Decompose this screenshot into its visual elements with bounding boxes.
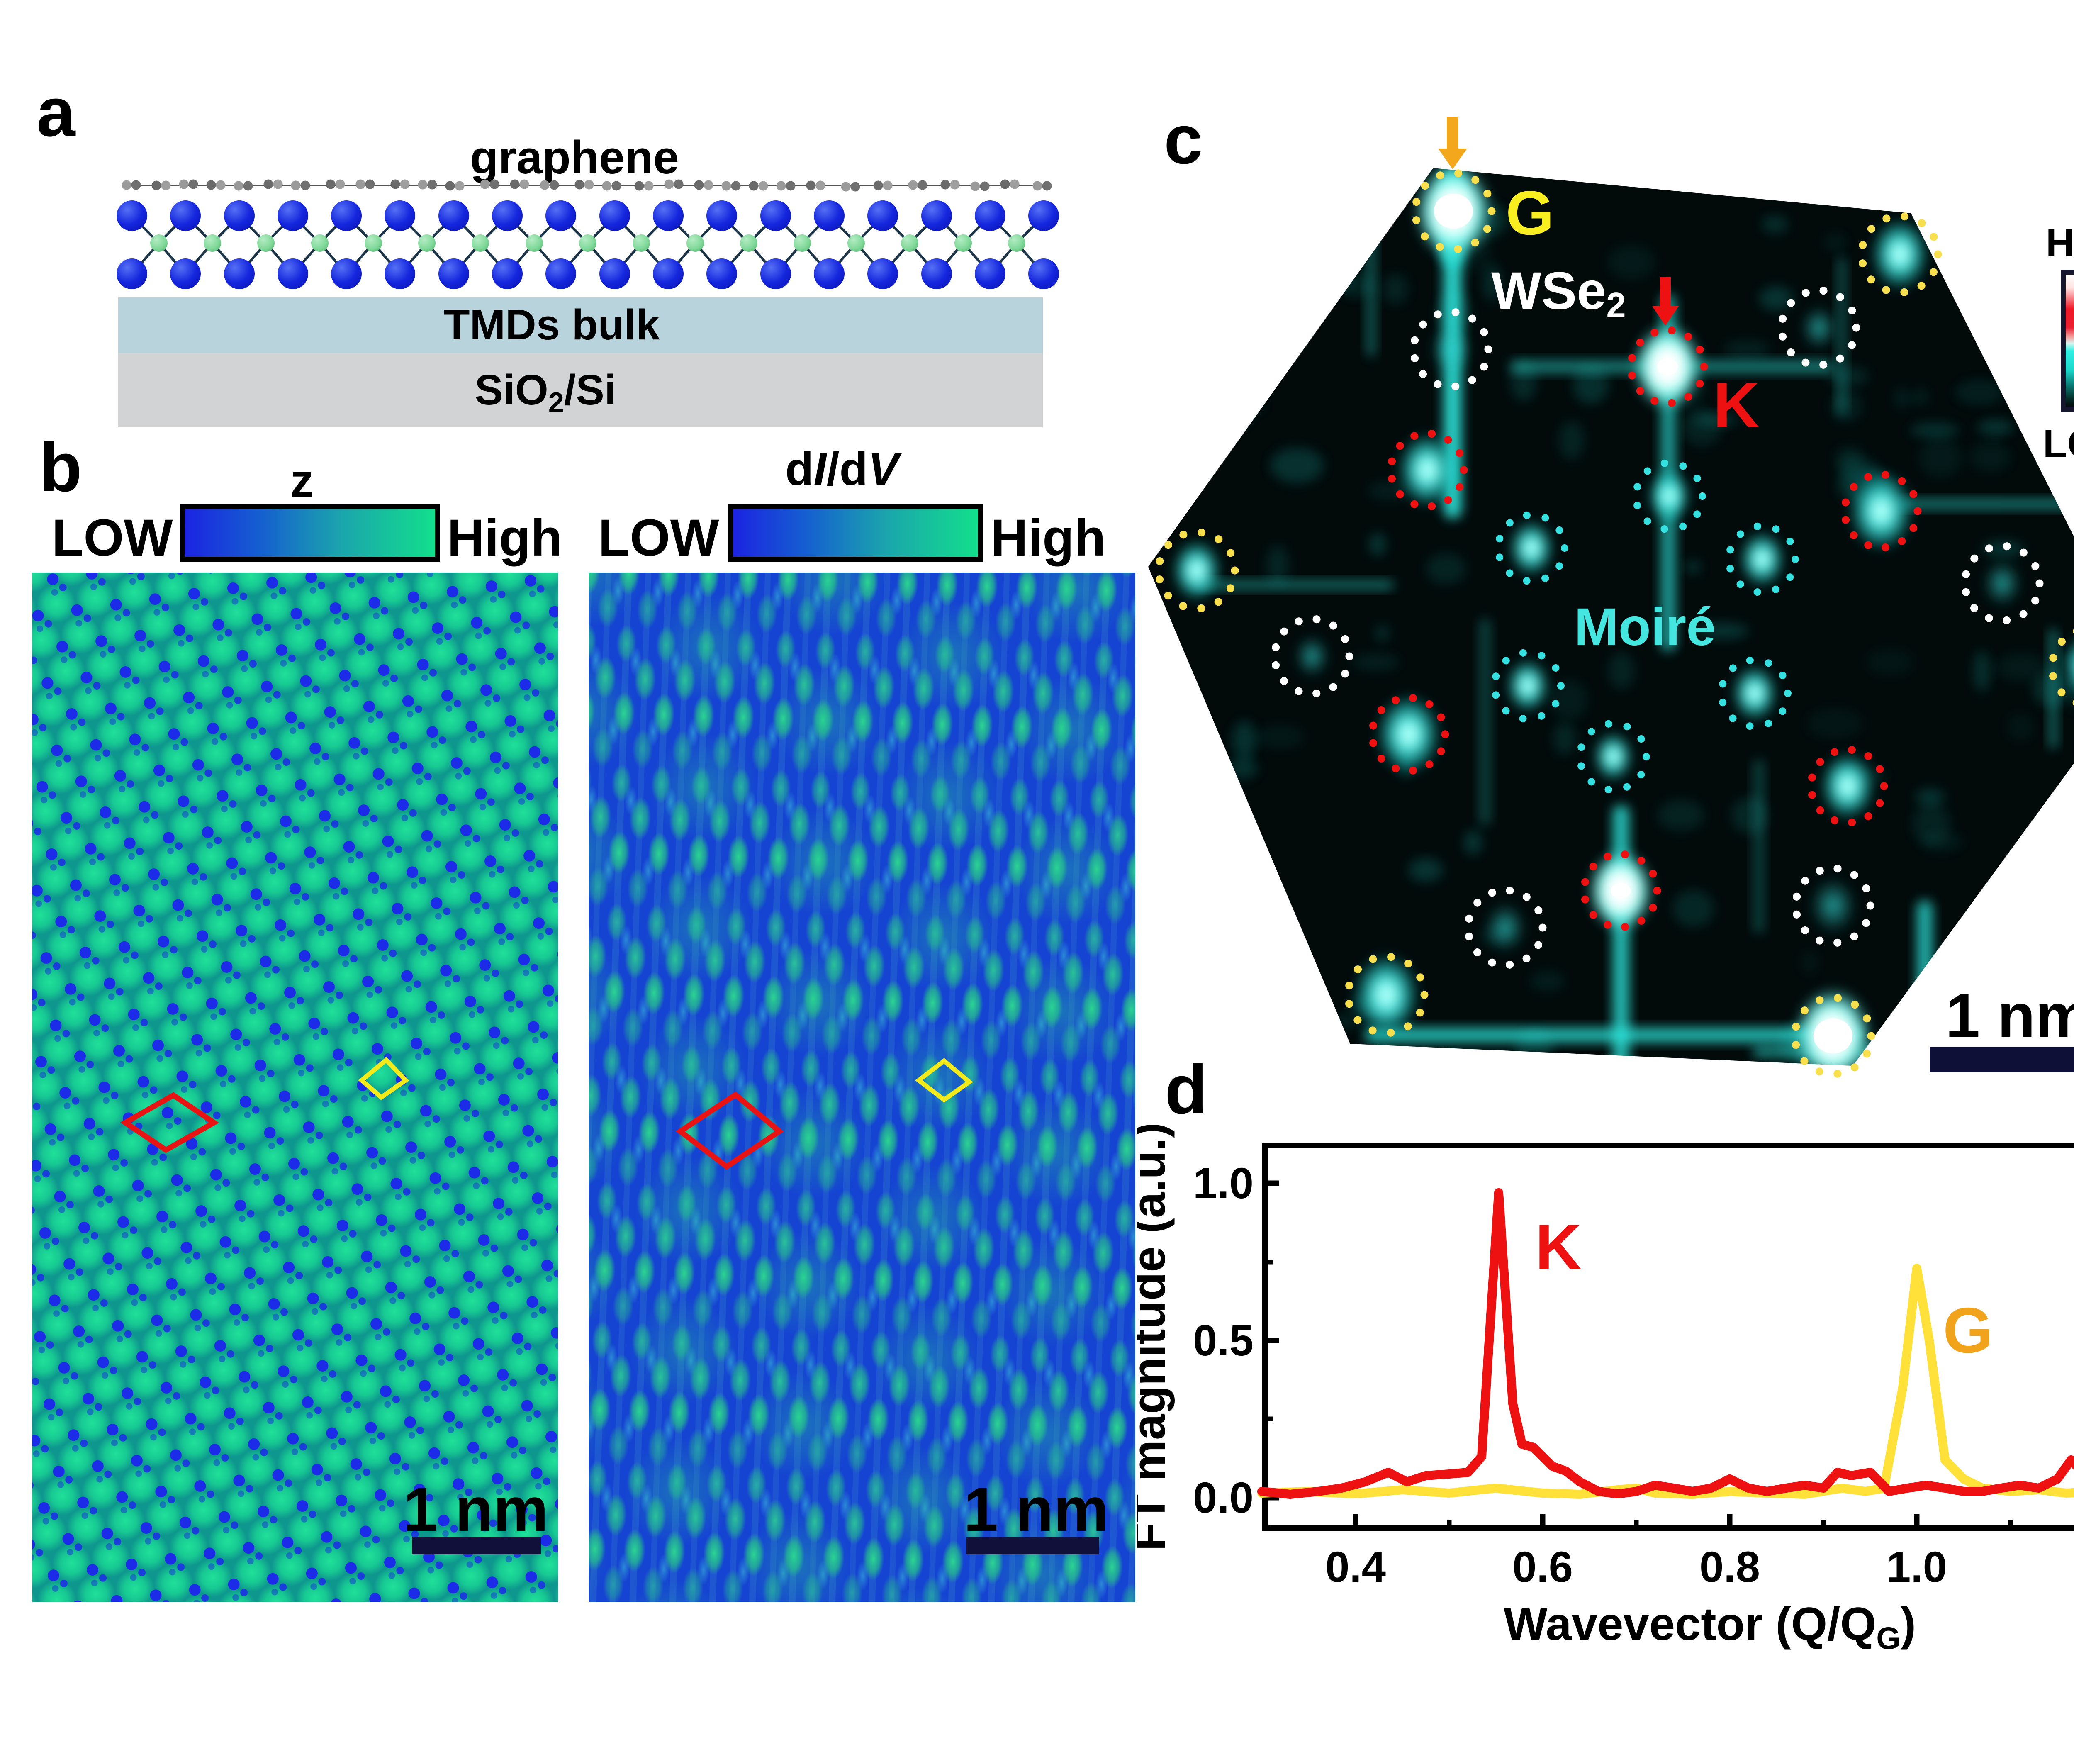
svg-text:WSe2: WSe2 <box>1491 261 1626 325</box>
svg-text:G: G <box>1506 178 1554 248</box>
svg-text:0.6: 0.6 <box>1512 1543 1573 1591</box>
svg-text:0.0: 0.0 <box>1193 1474 1254 1522</box>
svg-text:1 nm: 1 nm <box>403 1474 548 1544</box>
svg-text:1.0: 1.0 <box>1193 1159 1254 1208</box>
svg-text:1 nm-1: 1 nm-1 <box>1945 977 2074 1050</box>
svg-text:G: G <box>1943 1294 1993 1366</box>
svg-text:Moiré: Moiré <box>1574 597 1716 657</box>
svg-text:FT magnitude (a.u.): FT magnitude (a.u.) <box>1137 1123 1175 1551</box>
svg-text:K: K <box>1535 1211 1582 1283</box>
svg-text:SiO2/Si: SiO2/Si <box>475 366 616 418</box>
svg-text:0.4: 0.4 <box>1325 1543 1386 1591</box>
svg-text:TMDs bulk: TMDs bulk <box>444 301 660 348</box>
svg-text:1.0: 1.0 <box>1887 1543 1947 1591</box>
svg-text:K: K <box>1713 369 1760 441</box>
svg-text:graphene: graphene <box>470 132 679 183</box>
svg-text:LOW: LOW <box>2043 422 2074 466</box>
svg-text:Wavevector (Q/QG): Wavevector (Q/QG) <box>1504 1598 1916 1656</box>
svg-text:0.5: 0.5 <box>1193 1316 1254 1365</box>
svg-text:High: High <box>2046 221 2074 265</box>
svg-text:0.8: 0.8 <box>1699 1543 1760 1591</box>
svg-text:1 nm: 1 nm <box>964 1474 1109 1544</box>
